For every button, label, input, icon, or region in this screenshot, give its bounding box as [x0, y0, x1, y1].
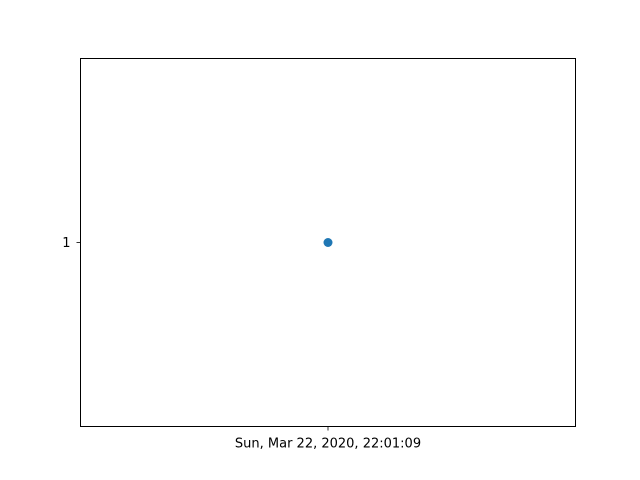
data-marks	[323, 238, 333, 247]
axis-ticks: Sun, Mar 22, 2020, 22:01:09 1	[62, 236, 421, 452]
data-point	[323, 238, 333, 247]
axes-frame	[80, 58, 576, 427]
y-tick-label: 1	[62, 236, 70, 251]
x-tick-label: Sun, Mar 22, 2020, 22:01:09	[235, 437, 421, 452]
